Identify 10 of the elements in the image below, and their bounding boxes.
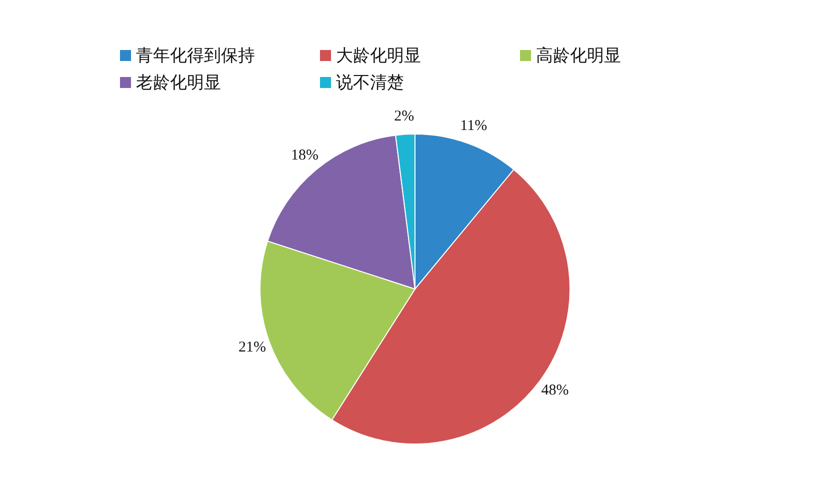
legend-label: 老龄化明显 xyxy=(136,72,221,94)
legend-label: 说不清楚 xyxy=(336,72,404,94)
data-label: 11% xyxy=(460,118,488,134)
legend-label: 大龄化明显 xyxy=(336,45,421,67)
data-label: 2% xyxy=(394,108,414,124)
legend-label: 青年化得到保持 xyxy=(136,45,255,67)
data-label: 48% xyxy=(541,382,569,399)
data-label: 21% xyxy=(238,340,266,356)
data-label: 18% xyxy=(290,148,318,164)
legend-label: 高龄化明显 xyxy=(536,45,621,67)
